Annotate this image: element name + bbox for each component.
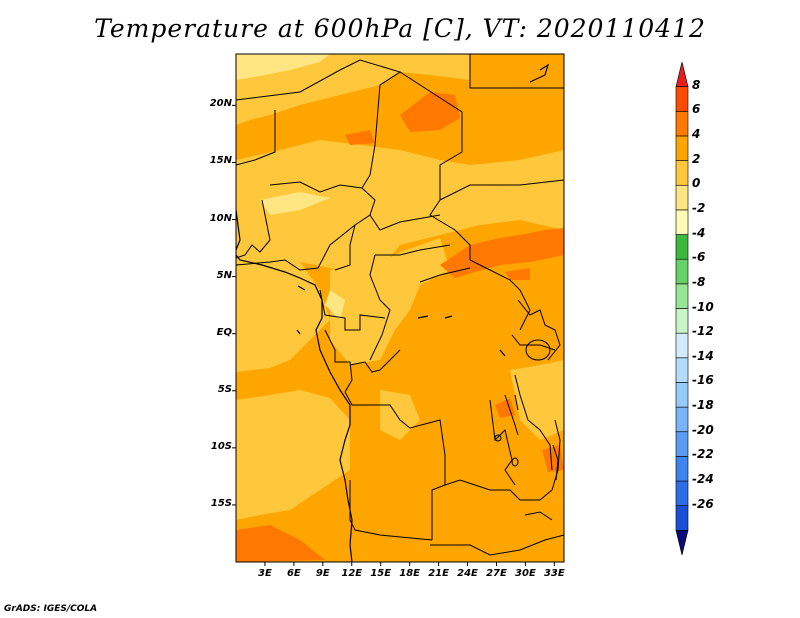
country-borders — [236, 54, 564, 556]
colorbar-segment — [675, 160, 689, 186]
lon-tick-label: 30E — [515, 568, 536, 579]
field-warm-light — [236, 54, 564, 520]
lat-tick-label: EQ — [216, 326, 232, 338]
colorbar-label: 0 — [692, 176, 701, 191]
colorbar-segment — [675, 431, 689, 457]
colorbar-label: -4 — [692, 225, 706, 240]
lon-tick-label: 15E — [370, 568, 392, 579]
colorbar-segment — [675, 456, 689, 482]
colorbar-label: -16 — [692, 373, 714, 388]
colorbar-label: -14 — [692, 348, 714, 363]
colorbar-segment — [675, 332, 689, 359]
colorbar-segment — [675, 283, 689, 309]
colorbar-segment — [675, 61, 689, 87]
field-cool-light — [236, 54, 345, 320]
colorbar-label: -12 — [692, 324, 714, 339]
colorbar-segment — [675, 135, 689, 161]
chart-title: Temperature at 600hPa [C], VT: 202011041… — [94, 14, 706, 43]
colorbar-segment — [675, 505, 689, 531]
colorbar-label: -20 — [692, 422, 714, 437]
credit-text: GrADS: IGES/COLA — [4, 604, 98, 614]
colorbar-segment — [675, 209, 689, 235]
lakes — [494, 339, 559, 481]
lat-tick-label: 20N — [209, 98, 232, 110]
colorbar-segment — [675, 86, 689, 112]
map-frame — [235, 53, 565, 563]
colorbar-segment — [675, 234, 689, 260]
lon-tick-label: 18E — [399, 568, 421, 579]
lon-tick-label: 12E — [341, 568, 363, 579]
colorbar-label: 2 — [692, 151, 701, 166]
colorbar-label: -24 — [692, 472, 714, 487]
colorbar-segment — [675, 480, 689, 506]
lat-tick-label: 15S — [210, 497, 232, 509]
lat-tick-label: 15N — [209, 155, 232, 167]
colorbar-label: -18 — [692, 398, 714, 413]
lon-tick-label: 3E — [258, 568, 272, 579]
colorbar-label: 6 — [692, 102, 701, 117]
coastline — [236, 63, 550, 562]
lon-tick-label: 6E — [286, 568, 301, 579]
field-warm-dark — [236, 92, 564, 562]
lon-tick-label: 33E — [543, 568, 565, 579]
colorbar-segment — [675, 382, 689, 408]
colorbar-label: -10 — [692, 299, 714, 314]
colorbar-label: -22 — [692, 447, 714, 462]
lat-tick-label: 10N — [209, 212, 232, 224]
colorbar-segment — [675, 111, 689, 137]
colorbar-label: -6 — [692, 250, 706, 265]
colorbar-segment — [675, 308, 689, 334]
colorbar — [675, 61, 689, 556]
colorbar-label: 8 — [692, 77, 701, 92]
colorbar-segment — [675, 184, 689, 211]
colorbar-label: -26 — [692, 496, 714, 511]
colorbar-label: 4 — [692, 126, 701, 141]
colorbar-label: -2 — [692, 200, 706, 215]
lon-tick-label: 27E — [486, 568, 507, 579]
lon-tick-label: 21E — [428, 568, 449, 579]
lon-tick-label: 24E — [457, 568, 478, 579]
colorbar-segment — [675, 357, 689, 383]
colorbar-segment — [675, 406, 689, 433]
lat-tick-label: 5N — [216, 269, 232, 281]
lon-tick-marks — [264, 562, 555, 566]
lat-tick-label: 5S — [217, 383, 232, 395]
colorbar-label: -8 — [692, 274, 706, 289]
colorbar-segment — [675, 530, 689, 556]
colorbar-segment — [675, 258, 689, 285]
lat-tick-marks — [232, 104, 236, 506]
lon-tick-label: 9E — [315, 568, 330, 579]
lat-tick-label: 10S — [210, 440, 232, 452]
